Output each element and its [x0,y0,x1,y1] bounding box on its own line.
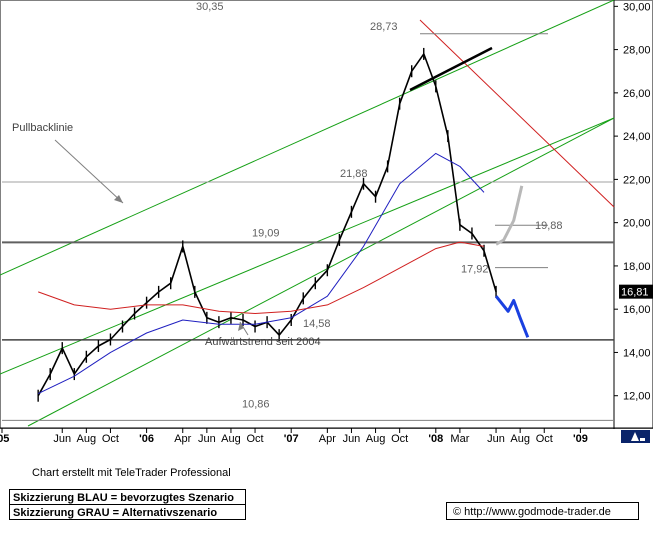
y-tick-label: 28,00 [623,45,651,57]
y-tick-label: 18,00 [623,261,651,273]
source-url-box[interactable]: © http://www.godmode-trader.de [446,502,639,520]
upper-channel-line [0,0,615,276]
level-label: 19,88 [535,220,563,232]
x-tick-label: Oct [102,433,119,445]
arrow-head [238,322,244,331]
series-line-ma_red [38,241,485,314]
level-label: 28,73 [370,21,398,33]
x-tick-label: Jun [198,433,216,445]
copyright-symbol: © [453,506,462,518]
price-chart: 12,00 14,00 16,00 18,00 20,00 22,00 24,00 26,00… [0,0,653,445]
x-tick-label: Aug [221,433,241,445]
cursor-icon [631,432,645,441]
x-tick-label: '07 [284,433,299,445]
source-url[interactable]: http://www.godmode-trader.de [464,506,611,518]
blue-scenario-note: Skizzierung BLAU = bevorzugtes Szenario [9,489,246,505]
y-tick-label: 22,00 [623,174,651,186]
arrow-head [114,195,123,203]
annotation-arrow [54,139,124,204]
level-label: 10,86 [242,398,270,410]
middle-channel-line [0,117,615,375]
level-label: 30,35 [196,1,224,13]
x-tick-label: Aug [510,433,530,445]
x-tick-label: Mar [450,433,469,445]
last-price-label: 16,81 [621,287,649,299]
y-tick-label: 30,00 [623,1,651,13]
series-line-scenario_grey [495,185,524,246]
neckline-sketch [409,46,493,92]
level-label: 14,58 [303,318,331,330]
level-label: 17,92 [461,264,489,276]
level-label: 21,88 [340,168,368,180]
level-label: 19,09 [252,227,280,239]
y-tick-label: 24,00 [623,131,651,143]
pullback-line [27,117,615,427]
series-line-scenario_blue [494,295,530,338]
chart-frame [0,0,653,429]
x-tick-label: Apr [174,433,191,445]
x-tick-label: Apr [319,433,336,445]
series-line-ma_blue [37,152,485,395]
x-tick-label: Aug [77,433,97,445]
downtrend-line [419,19,615,208]
y-tick-label: 14,00 [623,347,651,359]
x-tick-label: Jun [53,433,71,445]
y-tick-label: 20,00 [623,218,651,230]
x-tick-label: '09 [573,433,588,445]
x-tick-label: Jun [487,433,505,445]
chart-credit: Chart erstellt mit TeleTrader Profession… [32,467,231,479]
x-tick-label: Oct [391,433,408,445]
grey-scenario-note: Skizzierung GRAU = Alternativszenario [9,504,246,520]
y-tick-label: 12,00 [623,391,651,403]
annotation-uptrend: Aufwärtstrend seit 2004 [205,336,321,348]
y-tick-label: 26,00 [623,88,651,100]
y-tick-label: 16,00 [623,304,651,316]
chart-tool-icon[interactable] [621,430,650,443]
x-tick-label: '08 [428,433,443,445]
x-tick-label: Oct [536,433,553,445]
annotation-pullback: Pullbacklinie [12,122,73,134]
x-tick-label: '05 [0,433,9,445]
x-tick-label: '06 [139,433,154,445]
x-tick-label: Oct [246,433,263,445]
x-tick-label: Aug [366,433,386,445]
last-price-marker [619,284,653,299]
x-tick-label: Jun [343,433,361,445]
